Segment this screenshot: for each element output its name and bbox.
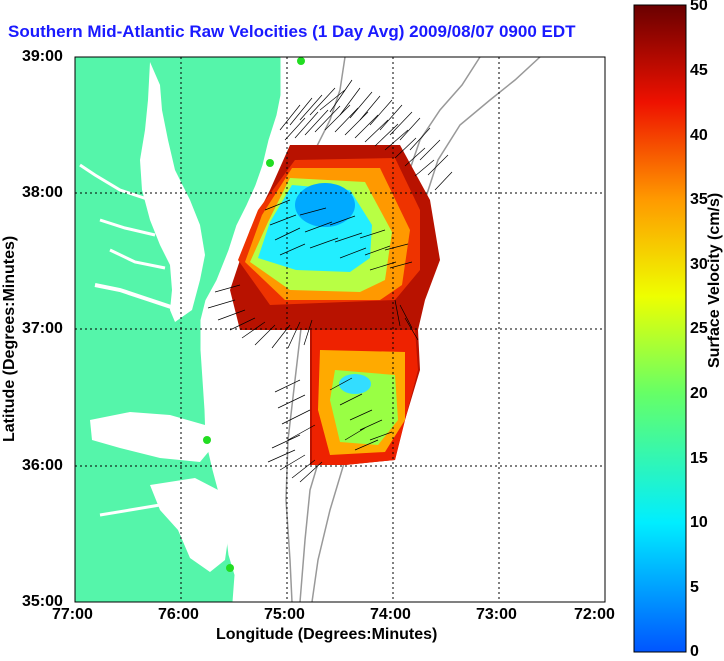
y-tick-label: 39:00 bbox=[22, 48, 63, 65]
colorbar-tick-label: 50 bbox=[690, 0, 708, 14]
x-tick-label: 73:00 bbox=[476, 606, 517, 623]
colorbar-tick-label: 0 bbox=[690, 643, 699, 660]
colorbar-title: Surface Velocity (cm/s) bbox=[706, 192, 723, 368]
title-mask bbox=[588, 20, 632, 44]
colorbar-tick-label: 25 bbox=[690, 320, 708, 337]
radar-station-marker bbox=[203, 436, 211, 444]
x-tick-label: 74:00 bbox=[370, 606, 411, 623]
x-axis-title: Longitude (Degrees:Minutes) bbox=[216, 626, 438, 643]
velocity-vectors bbox=[207, 79, 453, 483]
y-axis-title: Latitude (Degrees:Minutes) bbox=[1, 235, 18, 442]
x-tick-label: 75:00 bbox=[264, 606, 305, 623]
map-title: Southern Mid-Atlantic Raw Velocities (1 … bbox=[8, 22, 576, 41]
colorbar-tick-label: 45 bbox=[690, 62, 708, 79]
y-tick-label: 36:00 bbox=[22, 457, 63, 474]
colorbar-tick-label: 10 bbox=[690, 514, 708, 531]
river-potomac bbox=[79, 163, 151, 202]
colorbar-tick-label: 5 bbox=[690, 579, 699, 596]
y-tick-label: 38:00 bbox=[22, 184, 63, 201]
y-tick-label: 35:00 bbox=[22, 593, 63, 610]
colorbar-tick-label: 35 bbox=[690, 191, 708, 208]
colorbar bbox=[633, 4, 687, 653]
river-york bbox=[109, 248, 166, 270]
colorbar-tick-label: 40 bbox=[690, 127, 708, 144]
y-tick-label: 37:00 bbox=[22, 320, 63, 337]
x-tick-label: 72:00 bbox=[574, 606, 615, 623]
colorbar-tick-label: 15 bbox=[690, 450, 708, 467]
river-pamlico bbox=[99, 503, 161, 517]
x-tick-label: 76:00 bbox=[158, 606, 199, 623]
x-tick-label: 77:00 bbox=[52, 606, 93, 623]
radar-station-marker bbox=[266, 159, 274, 167]
radar-station-marker bbox=[226, 564, 234, 572]
map-gridlines bbox=[75, 57, 605, 602]
river-james bbox=[94, 283, 181, 312]
river-rappahannock bbox=[99, 218, 156, 237]
colorbar-tick-label: 30 bbox=[690, 256, 708, 273]
chesapeake-bay bbox=[140, 62, 205, 322]
albemarle-sound bbox=[90, 412, 210, 462]
map-axes-frame bbox=[74, 56, 606, 603]
pamlico-sound bbox=[150, 478, 230, 572]
radar-station-marker bbox=[297, 57, 305, 65]
colorbar-tick-label: 20 bbox=[690, 385, 708, 402]
